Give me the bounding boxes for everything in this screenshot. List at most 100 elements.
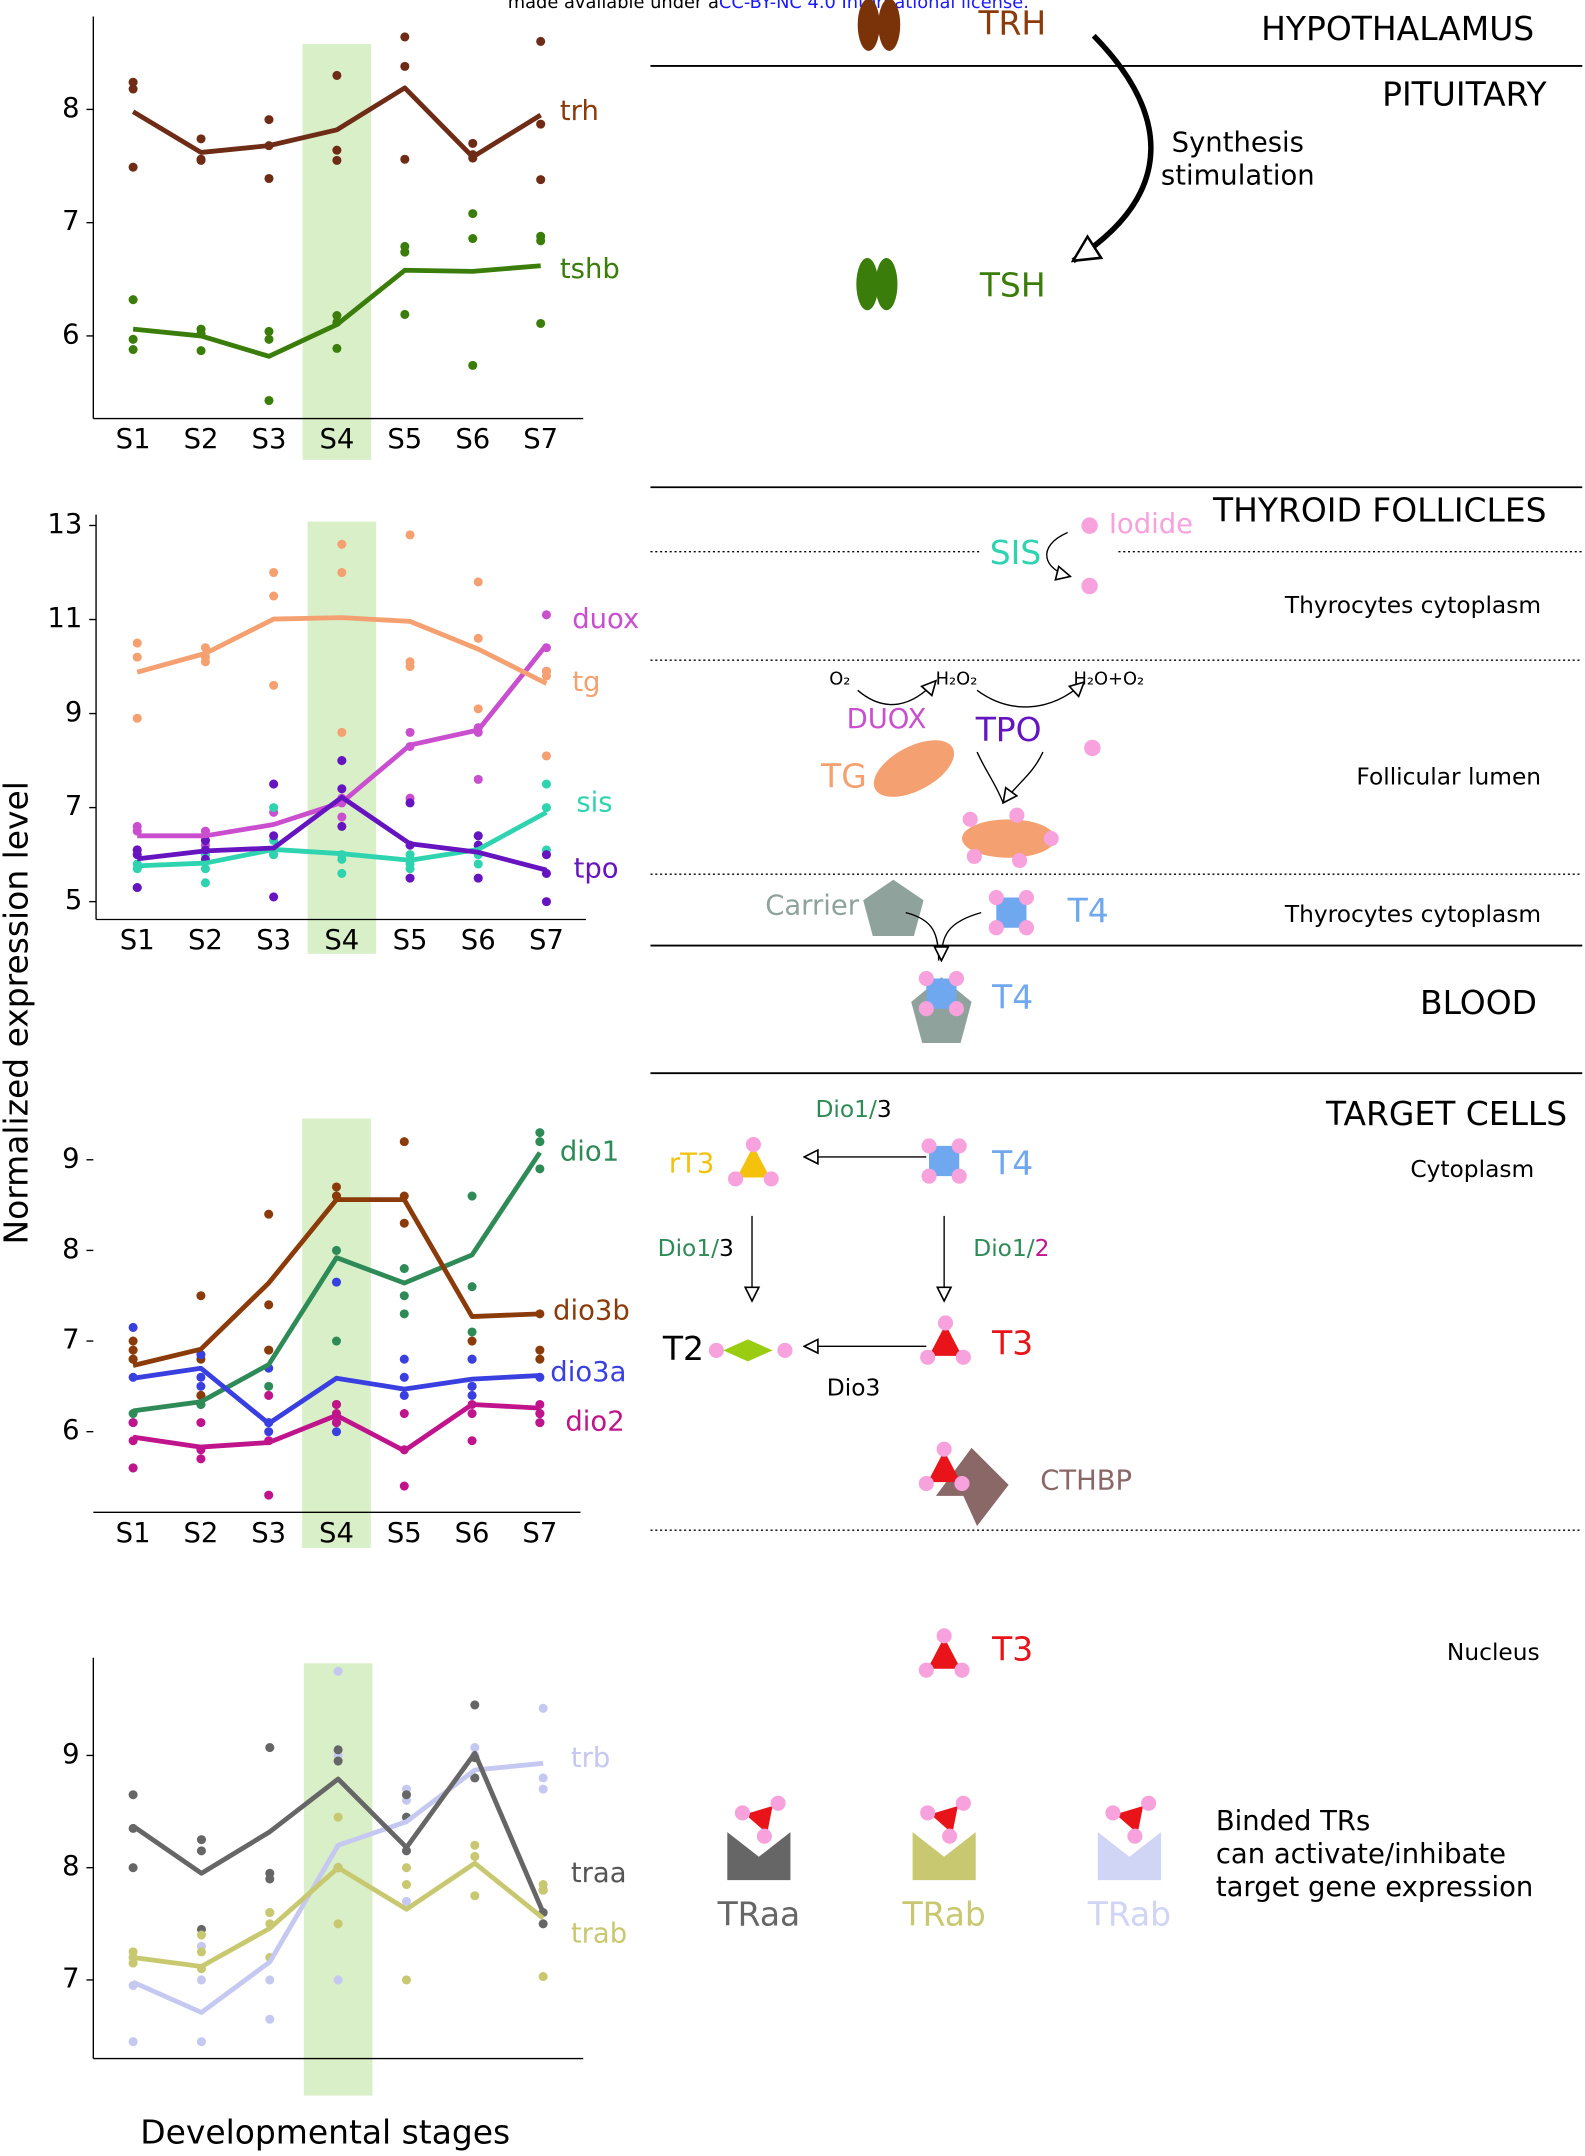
series-line: [136, 615, 548, 686]
highlight-band: [303, 1663, 373, 2096]
data-point: [536, 236, 546, 246]
section-label: PITUITARY: [1382, 75, 1547, 114]
data-point: [400, 309, 410, 319]
reaction-arrow: [976, 682, 1084, 708]
data-point: [200, 657, 210, 667]
data-point: [400, 32, 410, 42]
x-axis-label: Developmental stages: [140, 2112, 510, 2151]
data-point: [132, 826, 142, 836]
data-point: [269, 680, 279, 690]
data-point: [264, 334, 274, 344]
data-point: [541, 897, 551, 907]
data-point: [196, 1454, 206, 1464]
data-point: [399, 1309, 409, 1319]
x-tick-label: S3: [252, 424, 287, 455]
data-point: [399, 1264, 409, 1274]
data-point: [473, 774, 483, 784]
data-point: [467, 1409, 477, 1419]
data-point: [196, 1835, 206, 1845]
y-tick-label: 9: [65, 697, 82, 728]
x-tick-label: S5: [387, 1518, 422, 1549]
data-point: [401, 1879, 412, 1890]
data-point: [333, 1666, 343, 1676]
sis-arrow: [1046, 531, 1071, 577]
rt3-label: rT3: [669, 1149, 715, 1180]
cthbp-label: CTHBP: [1040, 1466, 1132, 1497]
data-point: [196, 1930, 206, 1940]
enzyme-label: Dio1/2: [973, 1234, 1049, 1261]
data-point: [333, 1756, 343, 1766]
data-point: [399, 1481, 409, 1491]
data-point: [470, 1773, 480, 1783]
data-point: [128, 334, 138, 344]
data-point: [468, 138, 478, 148]
data-point: [470, 1743, 480, 1753]
series-line: [137, 810, 548, 869]
y-tick-label: 13: [47, 509, 82, 540]
data-point: [473, 704, 483, 714]
data-point: [196, 1975, 206, 1985]
data-point: [264, 1381, 274, 1391]
iodide-dot: [1081, 577, 1098, 595]
y-tick-label: 7: [62, 1325, 79, 1356]
data-point: [400, 247, 410, 257]
data-point: [265, 1975, 275, 1985]
y-tick-label: 7: [65, 791, 82, 822]
data-point: [399, 1291, 409, 1301]
x-tick-label: S1: [116, 424, 151, 455]
data-point: [399, 1137, 409, 1147]
series-line: [132, 1365, 540, 1426]
y-tick-label: 8: [62, 1851, 79, 1882]
data-point: [399, 1372, 409, 1382]
data-point: [467, 1191, 477, 1201]
data-point: [333, 1812, 343, 1822]
data-point: [196, 1846, 206, 1856]
x-tick-label: S5: [387, 424, 422, 455]
data-point: [535, 1128, 545, 1138]
data-point: [265, 2014, 275, 2024]
header-text: made available under a: [508, 0, 719, 13]
data-point: [333, 1919, 343, 1929]
receptor-icons: [727, 1795, 1161, 1881]
receptor-label: TRaa: [717, 1894, 801, 1933]
data-point: [128, 1463, 138, 1473]
compartment-label: Nucleus: [1447, 1639, 1540, 1666]
x-tick-label: S2: [188, 925, 223, 956]
data-point: [536, 175, 546, 185]
enzyme-part: 2: [1035, 1234, 1050, 1261]
data-point: [196, 155, 206, 165]
data-point: [470, 1700, 480, 1710]
t4-label: T4: [991, 1144, 1033, 1183]
series-label: dio3a: [550, 1357, 626, 1388]
data-point: [265, 1743, 275, 1753]
data-point: [538, 1885, 548, 1895]
data-point: [196, 134, 206, 144]
data-point: [196, 346, 206, 356]
data-point: [535, 1409, 545, 1419]
enzyme-part: Dio1/: [815, 1096, 877, 1123]
y-tick-label: 8: [62, 1234, 79, 1265]
series-label: dio1: [560, 1136, 619, 1167]
data-point: [473, 859, 483, 869]
data-point: [196, 1381, 206, 1391]
series-label: trab: [571, 1918, 627, 1949]
series-line: [131, 1750, 546, 1914]
data-point: [467, 1390, 477, 1400]
data-point: [132, 638, 142, 648]
data-point: [337, 854, 347, 864]
x-tick-label: S6: [455, 1518, 490, 1549]
y-tick-label: 7: [62, 206, 79, 237]
data-point: [541, 671, 551, 681]
data-point: [399, 1218, 409, 1228]
data-point: [405, 727, 415, 737]
x-tick-label: S7: [529, 925, 564, 956]
data-point: [196, 1390, 206, 1400]
stimulation-arrow: [1073, 33, 1154, 264]
iodide-dot: [1084, 739, 1101, 757]
receptor-label: TRab: [1087, 1894, 1171, 1933]
data-point: [401, 1975, 412, 1985]
data-point: [467, 1336, 477, 1346]
highlight-band: [307, 521, 377, 954]
series-line: [132, 1151, 542, 1414]
data-point: [468, 360, 478, 370]
